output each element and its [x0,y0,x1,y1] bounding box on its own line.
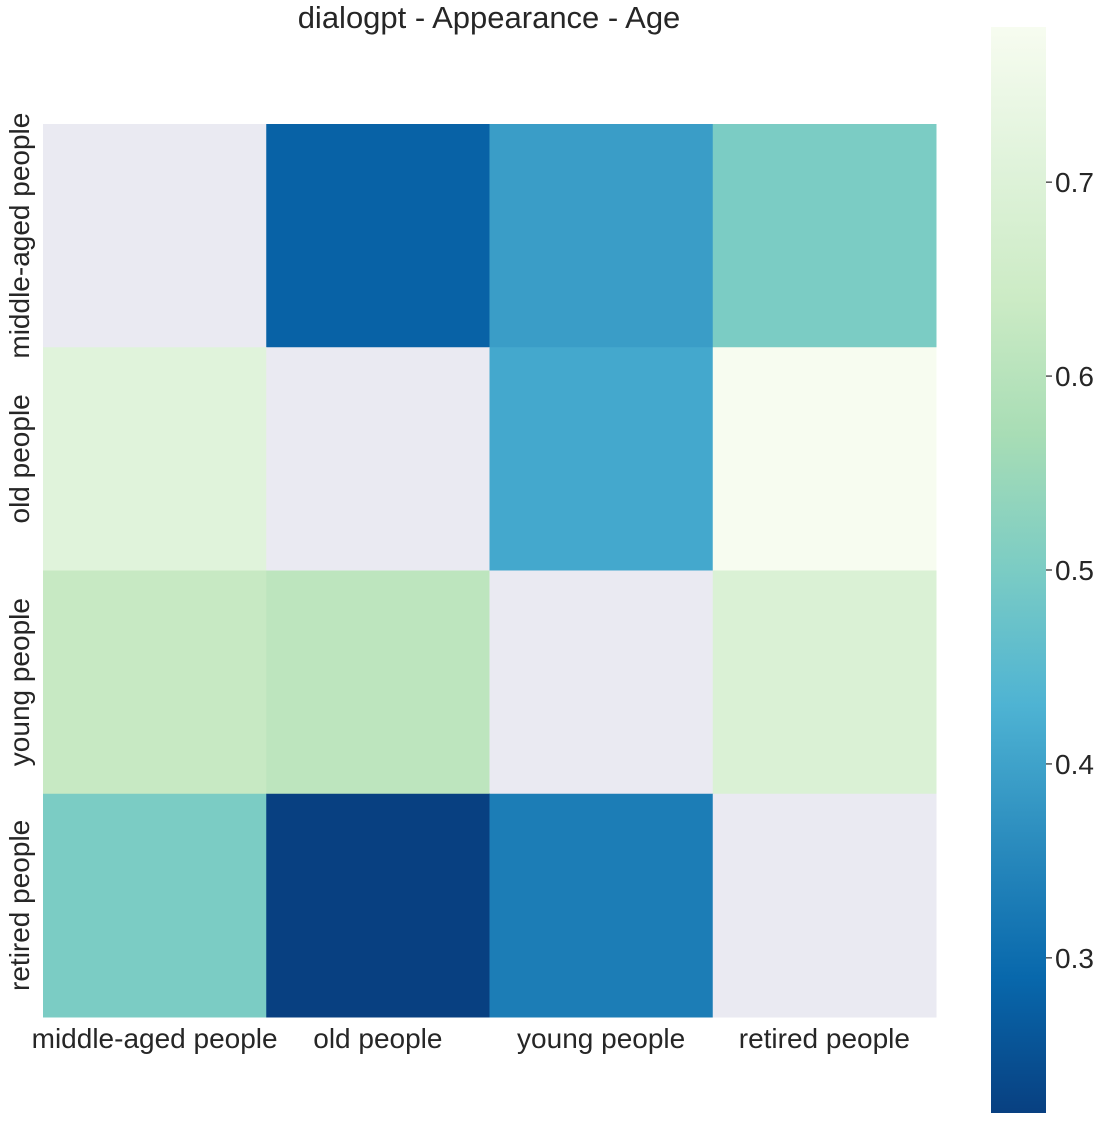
heatmap-cell [43,793,267,1018]
y-axis-tick-labels: middle-aged people old people young people… [4,113,35,991]
heatmap-cell [266,347,490,571]
chart-title: dialogpt - Appearance - Age [298,0,681,35]
heatmap-cell [266,793,490,1018]
heatmap-cell [266,124,490,348]
heatmap-cell [43,347,267,571]
heatmap-cell [712,347,937,571]
colorbar [991,27,1046,1113]
colorbar-tick-label: 0.7 [1055,167,1094,198]
heatmap-cell [43,124,267,348]
heatmap-cell [489,570,714,795]
y-tick-label: middle-aged people [4,113,35,359]
heatmap-cell [489,347,714,571]
heatmap-cell [43,570,267,795]
x-axis-tick-labels: middle-aged people old people young people… [32,1023,910,1054]
heatmap-cell [266,570,490,795]
colorbar-tick-label: 0.4 [1055,749,1094,780]
heatmap-cell [712,793,937,1018]
heatmap-cell [712,124,937,348]
heatmap-cell [712,570,937,795]
x-tick-label: retired people [739,1023,910,1054]
heatmap-cell [489,124,714,348]
colorbar-ticks: 0.3 0.4 0.5 0.6 0.7 [1046,167,1094,974]
heatmap-cells [43,124,937,1018]
y-tick-label: retired people [4,820,35,991]
colorbar-tick-label: 0.5 [1055,555,1094,586]
colorbar-tick-label: 0.3 [1055,943,1094,974]
x-tick-label: middle-aged people [32,1023,278,1054]
heatmap-cell [489,793,714,1018]
x-tick-label: young people [517,1023,685,1054]
y-tick-label: young people [4,598,35,766]
y-tick-label: old people [4,394,35,523]
colorbar-tick-label: 0.6 [1055,361,1094,392]
x-tick-label: old people [313,1023,442,1054]
